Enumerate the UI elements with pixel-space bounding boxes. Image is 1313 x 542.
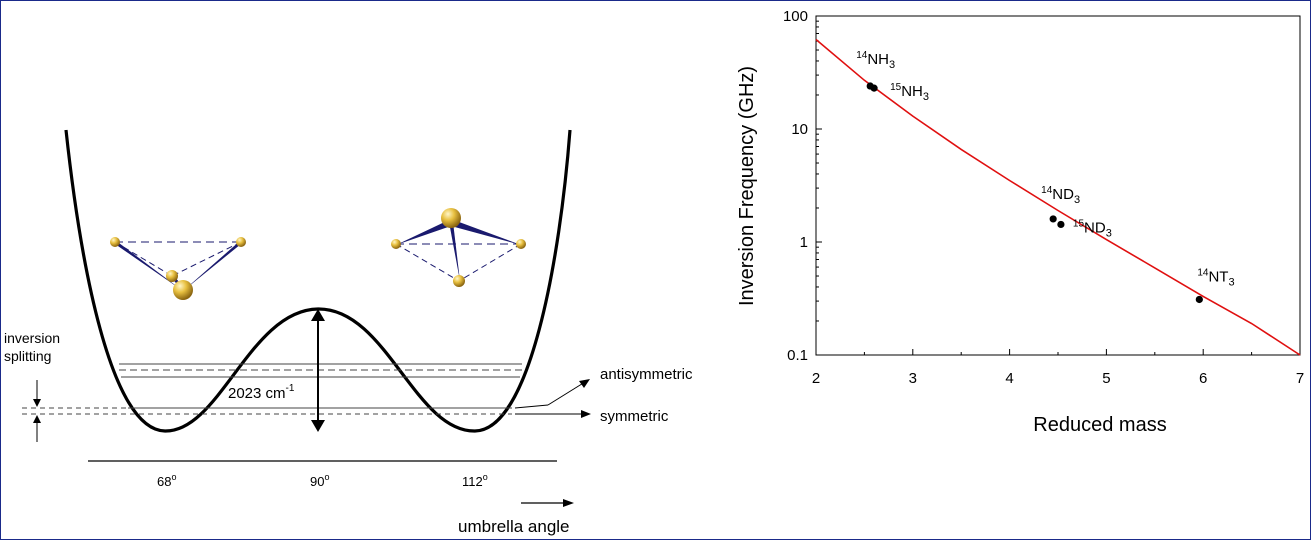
point-label: 14ND3 — [1041, 185, 1080, 206]
antisym-pointer-2 — [547, 381, 586, 406]
x-tick-label: 5 — [1102, 370, 1110, 387]
x-tick-label: 7 — [1296, 370, 1304, 387]
molecule-right — [391, 208, 526, 287]
umbrella-arrow-head — [563, 499, 574, 507]
y-tick-label: 1 — [800, 234, 808, 251]
data-point — [870, 84, 878, 92]
x-tick-label: 4 — [1005, 370, 1013, 387]
angle-tick-112: 112o — [462, 472, 488, 489]
x-tick-label: 6 — [1199, 370, 1207, 387]
y-tick-label: 10 — [791, 121, 808, 138]
x-axis-label: Reduced mass — [1033, 414, 1166, 436]
x-tick-label: 3 — [909, 370, 917, 387]
data-point — [1049, 215, 1057, 223]
splitting-arrow-down-head — [33, 399, 41, 407]
point-label: 15NH3 — [890, 82, 929, 103]
barrier-label: 2023 cm-1 — [228, 383, 295, 402]
angle-tick-68: 68o — [157, 472, 176, 489]
antisym-pointer — [514, 404, 549, 409]
molecule-left — [110, 237, 246, 300]
y-axis-label: Inversion Frequency (GHz) — [736, 66, 758, 306]
umbrella-angle-label: umbrella angle — [458, 517, 570, 536]
point-label: 14NT3 — [1197, 267, 1234, 288]
x-axis: 2 3 4 5 6 7 — [812, 349, 1304, 387]
barrier-arrow-head-top — [311, 309, 325, 321]
antisym-arrow-head — [579, 379, 590, 388]
y-tick-label: 100 — [783, 8, 808, 25]
y-axis: 0.1 1 10 100 — [783, 8, 822, 364]
data-points: 14NH3 15NH3 14ND3 15ND3 14NT3 — [856, 50, 1235, 304]
x-tick-label: 2 — [812, 370, 820, 387]
point-label: 14NH3 — [856, 50, 895, 71]
inversion-splitting-label-2: splitting — [4, 348, 51, 364]
point-label: 15ND3 — [1073, 218, 1112, 239]
splitting-arrow-up-head — [33, 415, 41, 423]
data-point — [1057, 220, 1065, 229]
sym-arrow-head — [581, 410, 591, 418]
angle-tick-90: 90o — [310, 472, 329, 489]
data-point — [1195, 295, 1203, 304]
barrier-arrow-head-bottom — [311, 420, 325, 432]
y-tick-label: 0.1 — [787, 347, 808, 364]
inversion-splitting-label-1: inversion — [4, 330, 60, 346]
fit-curve — [815, 38, 1301, 356]
potential-diagram: 2023 cm-1 inversion splitting antisymmet… — [4, 129, 693, 536]
symmetric-label: symmetric — [600, 408, 669, 425]
antisymmetric-label: antisymmetric — [600, 366, 693, 383]
